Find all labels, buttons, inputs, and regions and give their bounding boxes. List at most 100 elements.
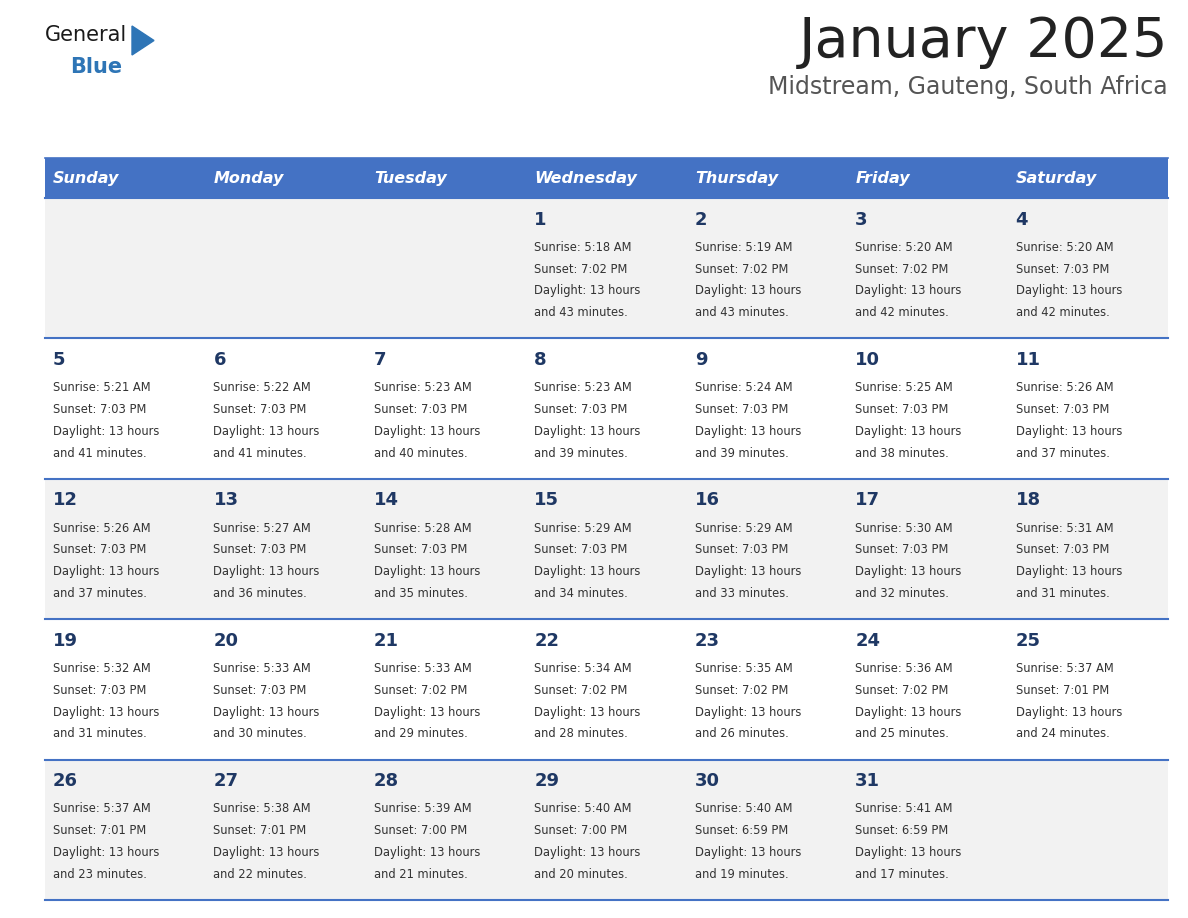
- Text: Sunrise: 5:34 AM: Sunrise: 5:34 AM: [535, 662, 632, 675]
- Text: and 38 minutes.: and 38 minutes.: [855, 446, 949, 460]
- Text: Daylight: 13 hours: Daylight: 13 hours: [535, 285, 640, 297]
- Text: and 21 minutes.: and 21 minutes.: [374, 868, 468, 880]
- Text: Sunrise: 5:35 AM: Sunrise: 5:35 AM: [695, 662, 792, 675]
- Text: 25: 25: [1016, 632, 1041, 650]
- Bar: [366, 158, 526, 198]
- Text: Sunrise: 5:39 AM: Sunrise: 5:39 AM: [374, 802, 472, 815]
- Text: and 43 minutes.: and 43 minutes.: [695, 306, 789, 319]
- Text: Sunrise: 5:31 AM: Sunrise: 5:31 AM: [1016, 521, 1113, 534]
- Text: Sunrise: 5:28 AM: Sunrise: 5:28 AM: [374, 521, 472, 534]
- Text: Daylight: 13 hours: Daylight: 13 hours: [1016, 425, 1121, 438]
- Text: Sunset: 7:03 PM: Sunset: 7:03 PM: [695, 403, 788, 416]
- Text: Sunset: 7:03 PM: Sunset: 7:03 PM: [53, 684, 146, 697]
- Text: 10: 10: [855, 351, 880, 369]
- Text: Daylight: 13 hours: Daylight: 13 hours: [535, 565, 640, 578]
- Text: 14: 14: [374, 491, 399, 509]
- Text: and 36 minutes.: and 36 minutes.: [214, 587, 308, 599]
- Text: 3: 3: [855, 210, 867, 229]
- Text: Sunset: 7:00 PM: Sunset: 7:00 PM: [535, 824, 627, 837]
- Text: Sunset: 6:59 PM: Sunset: 6:59 PM: [695, 824, 788, 837]
- Text: and 32 minutes.: and 32 minutes.: [855, 587, 949, 599]
- Text: Daylight: 13 hours: Daylight: 13 hours: [1016, 285, 1121, 297]
- Text: Sunset: 7:03 PM: Sunset: 7:03 PM: [1016, 403, 1108, 416]
- Text: and 31 minutes.: and 31 minutes.: [1016, 587, 1110, 599]
- Text: Daylight: 13 hours: Daylight: 13 hours: [695, 425, 801, 438]
- Text: Sunrise: 5:21 AM: Sunrise: 5:21 AM: [53, 381, 151, 394]
- Text: Daylight: 13 hours: Daylight: 13 hours: [53, 706, 159, 719]
- Text: Daylight: 13 hours: Daylight: 13 hours: [374, 425, 480, 438]
- Text: Sunset: 7:00 PM: Sunset: 7:00 PM: [374, 824, 467, 837]
- Text: Sunrise: 5:30 AM: Sunrise: 5:30 AM: [855, 521, 953, 534]
- Text: Monday: Monday: [214, 171, 284, 185]
- Text: Sunset: 7:03 PM: Sunset: 7:03 PM: [374, 403, 467, 416]
- Text: Daylight: 13 hours: Daylight: 13 hours: [53, 425, 159, 438]
- Text: General: General: [45, 25, 127, 45]
- Text: Sunrise: 5:37 AM: Sunrise: 5:37 AM: [1016, 662, 1113, 675]
- Text: Sunrise: 5:37 AM: Sunrise: 5:37 AM: [53, 802, 151, 815]
- Text: 31: 31: [855, 772, 880, 790]
- Text: Daylight: 13 hours: Daylight: 13 hours: [855, 846, 961, 859]
- Text: Sunset: 7:01 PM: Sunset: 7:01 PM: [1016, 684, 1108, 697]
- Text: Daylight: 13 hours: Daylight: 13 hours: [374, 846, 480, 859]
- Text: Sunset: 7:03 PM: Sunset: 7:03 PM: [53, 543, 146, 556]
- Text: and 19 minutes.: and 19 minutes.: [695, 868, 789, 880]
- Text: Daylight: 13 hours: Daylight: 13 hours: [855, 565, 961, 578]
- Text: Daylight: 13 hours: Daylight: 13 hours: [695, 285, 801, 297]
- Text: and 39 minutes.: and 39 minutes.: [695, 446, 789, 460]
- Text: Sunset: 7:03 PM: Sunset: 7:03 PM: [214, 403, 307, 416]
- Text: Daylight: 13 hours: Daylight: 13 hours: [53, 846, 159, 859]
- Text: 8: 8: [535, 351, 546, 369]
- Text: Sunset: 7:03 PM: Sunset: 7:03 PM: [695, 543, 788, 556]
- Text: Sunrise: 5:29 AM: Sunrise: 5:29 AM: [535, 521, 632, 534]
- Text: Sunrise: 5:40 AM: Sunrise: 5:40 AM: [535, 802, 632, 815]
- Text: and 40 minutes.: and 40 minutes.: [374, 446, 468, 460]
- Text: and 41 minutes.: and 41 minutes.: [214, 446, 307, 460]
- Text: and 20 minutes.: and 20 minutes.: [535, 868, 628, 880]
- Text: Sunset: 7:01 PM: Sunset: 7:01 PM: [214, 824, 307, 837]
- Text: Sunrise: 5:23 AM: Sunrise: 5:23 AM: [535, 381, 632, 394]
- Text: Midstream, Gauteng, South Africa: Midstream, Gauteng, South Africa: [769, 75, 1168, 99]
- Text: and 31 minutes.: and 31 minutes.: [53, 727, 147, 740]
- Text: Daylight: 13 hours: Daylight: 13 hours: [535, 425, 640, 438]
- Text: and 37 minutes.: and 37 minutes.: [53, 587, 147, 599]
- Text: 11: 11: [1016, 351, 1041, 369]
- Text: 12: 12: [53, 491, 78, 509]
- Text: Sunset: 7:03 PM: Sunset: 7:03 PM: [374, 543, 467, 556]
- Text: Sunset: 7:03 PM: Sunset: 7:03 PM: [53, 403, 146, 416]
- Bar: [45, 158, 206, 198]
- Text: Daylight: 13 hours: Daylight: 13 hours: [1016, 565, 1121, 578]
- Text: Sunrise: 5:32 AM: Sunrise: 5:32 AM: [53, 662, 151, 675]
- Text: Daylight: 13 hours: Daylight: 13 hours: [535, 846, 640, 859]
- Text: 23: 23: [695, 632, 720, 650]
- Text: Daylight: 13 hours: Daylight: 13 hours: [695, 846, 801, 859]
- Text: Daylight: 13 hours: Daylight: 13 hours: [214, 706, 320, 719]
- Bar: [45, 479, 1168, 620]
- Text: Sunset: 7:02 PM: Sunset: 7:02 PM: [374, 684, 467, 697]
- Text: 27: 27: [214, 772, 239, 790]
- Text: and 26 minutes.: and 26 minutes.: [695, 727, 789, 740]
- Text: Sunset: 7:02 PM: Sunset: 7:02 PM: [695, 684, 788, 697]
- Text: Daylight: 13 hours: Daylight: 13 hours: [855, 425, 961, 438]
- Text: 5: 5: [53, 351, 65, 369]
- Text: Sunrise: 5:41 AM: Sunrise: 5:41 AM: [855, 802, 953, 815]
- Text: Sunrise: 5:20 AM: Sunrise: 5:20 AM: [1016, 241, 1113, 253]
- Text: Daylight: 13 hours: Daylight: 13 hours: [214, 846, 320, 859]
- Text: Sunset: 7:02 PM: Sunset: 7:02 PM: [695, 263, 788, 275]
- Text: Daylight: 13 hours: Daylight: 13 hours: [695, 565, 801, 578]
- Text: Daylight: 13 hours: Daylight: 13 hours: [374, 565, 480, 578]
- Text: Sunrise: 5:36 AM: Sunrise: 5:36 AM: [855, 662, 953, 675]
- Text: and 42 minutes.: and 42 minutes.: [855, 306, 949, 319]
- Text: Sunrise: 5:27 AM: Sunrise: 5:27 AM: [214, 521, 311, 534]
- Text: Sunrise: 5:33 AM: Sunrise: 5:33 AM: [374, 662, 472, 675]
- Text: and 42 minutes.: and 42 minutes.: [1016, 306, 1110, 319]
- Text: Daylight: 13 hours: Daylight: 13 hours: [855, 706, 961, 719]
- Bar: [45, 620, 1168, 759]
- Text: and 34 minutes.: and 34 minutes.: [535, 587, 628, 599]
- Polygon shape: [132, 26, 154, 55]
- Text: and 35 minutes.: and 35 minutes.: [374, 587, 468, 599]
- Text: Sunrise: 5:24 AM: Sunrise: 5:24 AM: [695, 381, 792, 394]
- Text: Daylight: 13 hours: Daylight: 13 hours: [1016, 706, 1121, 719]
- Text: Wednesday: Wednesday: [535, 171, 637, 185]
- Text: Daylight: 13 hours: Daylight: 13 hours: [53, 565, 159, 578]
- Text: and 43 minutes.: and 43 minutes.: [535, 306, 628, 319]
